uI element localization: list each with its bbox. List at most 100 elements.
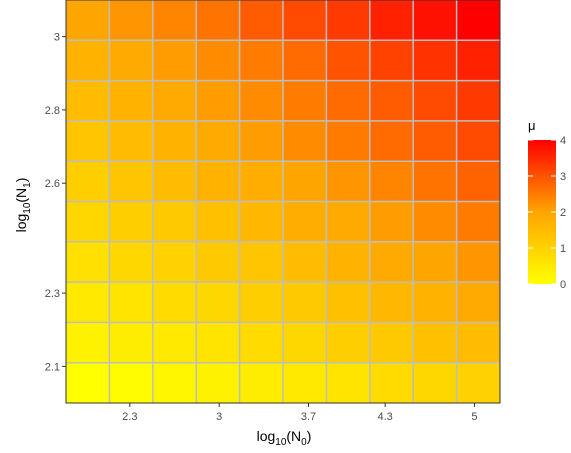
y-axis-ticks: 2.1 2.3 2.6 2.8 3 bbox=[45, 32, 66, 373]
x-tick-label: 2.3 bbox=[122, 411, 137, 423]
heatmap-cell bbox=[109, 322, 154, 364]
y-tick-label: 2.8 bbox=[45, 105, 60, 117]
heatmap-cell bbox=[326, 161, 371, 202]
heatmap-cell bbox=[326, 40, 371, 82]
y-tick-label: 2.3 bbox=[45, 288, 60, 300]
heatmap-cell bbox=[196, 40, 241, 82]
heatmap-cell bbox=[239, 0, 284, 41]
y-tick-label: 2.1 bbox=[45, 361, 60, 373]
heatmap-cell bbox=[152, 0, 197, 41]
heatmap-cell bbox=[66, 80, 110, 122]
heatmap-cell bbox=[196, 161, 241, 202]
heatmap-cell bbox=[152, 201, 197, 243]
heatmap-cell bbox=[326, 80, 371, 122]
heatmap-cell bbox=[369, 120, 414, 162]
heatmap-cell bbox=[326, 241, 371, 283]
heatmap-cell bbox=[283, 120, 327, 162]
heatmap-cell bbox=[239, 282, 284, 323]
heatmap-cell bbox=[66, 322, 110, 364]
heatmap-cell bbox=[369, 0, 414, 41]
heatmap-cell bbox=[152, 161, 197, 202]
legend-label: 2 bbox=[560, 207, 566, 219]
heatmap-cell bbox=[369, 80, 414, 122]
heatmap-cell bbox=[326, 201, 371, 243]
heatmap-cell bbox=[369, 362, 414, 404]
heatmap-cell bbox=[196, 120, 241, 162]
heatmap-cell bbox=[456, 0, 501, 41]
heatmap-cell bbox=[152, 80, 197, 122]
heatmap-cell bbox=[152, 120, 197, 162]
heatmap-cell bbox=[196, 241, 241, 283]
grid-lines bbox=[66, 0, 500, 403]
heatmap-cell bbox=[239, 120, 284, 162]
legend-label: 4 bbox=[560, 135, 566, 147]
heatmap-cell bbox=[456, 241, 501, 283]
x-axis-title: log10(N0) bbox=[257, 428, 312, 448]
heatmap-cells bbox=[66, 0, 501, 404]
color-legend: μ 4 3 2 1 0 bbox=[528, 118, 566, 291]
heatmap-cell bbox=[66, 362, 110, 404]
heatmap-cell bbox=[413, 161, 458, 202]
heatmap-cell bbox=[66, 161, 110, 202]
y-tick-label: 2.6 bbox=[45, 178, 60, 190]
heatmap-cell bbox=[326, 0, 371, 41]
heatmap-cell bbox=[66, 241, 110, 283]
heatmap-cell bbox=[413, 120, 458, 162]
heatmap-cell bbox=[413, 40, 458, 82]
heatmap-cell bbox=[326, 120, 371, 162]
heatmap-cell bbox=[109, 120, 154, 162]
heatmap-cell bbox=[413, 362, 458, 404]
heatmap-cell bbox=[66, 40, 110, 82]
heatmap-cell bbox=[326, 362, 371, 404]
heatmap-cell bbox=[369, 241, 414, 283]
heatmap-cell bbox=[152, 282, 197, 323]
heatmap-cell bbox=[283, 201, 327, 243]
heatmap-cell bbox=[239, 80, 284, 122]
heatmap-cell bbox=[196, 322, 241, 364]
heatmap-cell bbox=[283, 161, 327, 202]
heatmap-cell bbox=[283, 322, 327, 364]
heatmap-cell bbox=[66, 282, 110, 323]
heatmap-cell bbox=[456, 40, 501, 82]
heatmap-cell bbox=[196, 0, 241, 41]
heatmap-cell bbox=[152, 40, 197, 82]
panel-border bbox=[65, 0, 501, 404]
heatmap-cell bbox=[369, 201, 414, 243]
heatmap-cell bbox=[283, 80, 327, 122]
legend-ticks: 4 3 2 1 0 bbox=[528, 135, 566, 291]
heatmap-cell bbox=[456, 161, 501, 202]
heatmap-cell bbox=[413, 0, 458, 41]
legend-label: 1 bbox=[560, 243, 566, 255]
heatmap-cell bbox=[109, 201, 154, 243]
x-tick-label: 3 bbox=[216, 411, 222, 423]
heatmap-cell bbox=[239, 201, 284, 243]
heatmap-cell bbox=[369, 40, 414, 82]
heatmap-cell bbox=[196, 201, 241, 243]
heatmap-cell bbox=[109, 362, 154, 404]
heatmap-cell bbox=[109, 0, 154, 41]
heatmap-cell bbox=[456, 282, 501, 323]
heatmap-cell bbox=[66, 120, 110, 162]
heatmap-cell bbox=[239, 362, 284, 404]
heatmap-cell bbox=[152, 362, 197, 404]
heatmap-cell bbox=[326, 322, 371, 364]
heatmap-cell bbox=[283, 362, 327, 404]
x-tick-label: 3.7 bbox=[301, 411, 316, 423]
heatmap-cell bbox=[326, 282, 371, 323]
heatmap-cell bbox=[196, 80, 241, 122]
heatmap-cell bbox=[369, 282, 414, 323]
legend-label: 0 bbox=[560, 279, 566, 291]
heatmap-cell bbox=[283, 0, 327, 41]
heatmap-cell bbox=[239, 40, 284, 82]
heatmap-cell bbox=[456, 322, 501, 364]
x-axis-ticks: 2.3 3 3.7 4.3 5 bbox=[122, 403, 478, 423]
legend-label: 3 bbox=[560, 171, 566, 183]
heatmap-cell bbox=[109, 80, 154, 122]
heatmap-cell bbox=[456, 201, 501, 243]
heatmap-cell bbox=[413, 282, 458, 323]
heatmap-cell bbox=[413, 201, 458, 243]
heatmap-cell bbox=[369, 322, 414, 364]
heatmap-cell bbox=[152, 322, 197, 364]
heatmap-cell bbox=[413, 241, 458, 283]
